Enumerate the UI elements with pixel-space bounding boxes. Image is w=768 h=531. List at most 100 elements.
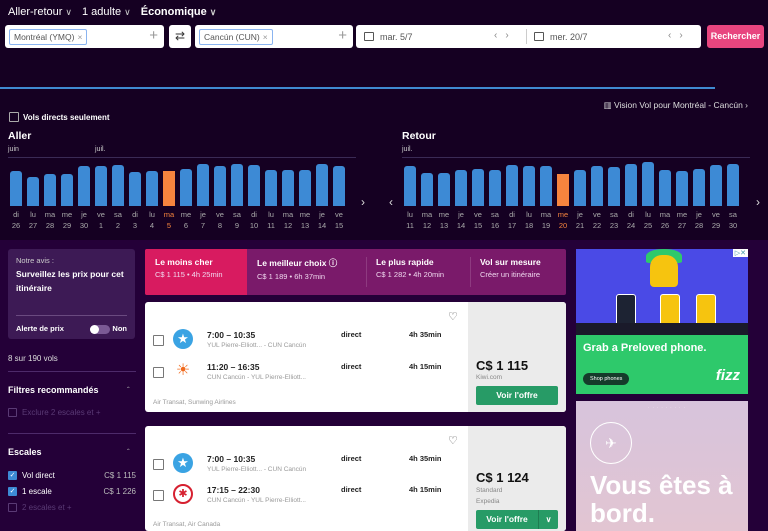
ad-cta-button[interactable]: Shop phones: [583, 373, 630, 385]
day-price-bar[interactable]: je 14: [316, 162, 328, 231]
search-button[interactable]: Rechercher: [707, 25, 764, 48]
return-prev-icon[interactable]: ‹: [389, 195, 393, 209]
tab-cheapest[interactable]: Le moins cher C$ 1 115 • 4h 25min: [145, 249, 247, 295]
calendar-icon: [534, 32, 544, 41]
day-price-bar[interactable]: ma 28: [44, 162, 56, 231]
outbound-title: Aller: [8, 130, 32, 142]
day-price-bar[interactable]: me 13: [299, 162, 311, 231]
checkbox-checked[interactable]: ✓: [8, 471, 17, 480]
tab-fastest[interactable]: Le plus rapide C$ 1 282 • 4h 20min: [366, 249, 470, 295]
day-price-bar[interactable]: lu 11: [265, 162, 277, 231]
checkbox[interactable]: [8, 503, 17, 512]
day-price-bar[interactable]: di 24: [625, 162, 637, 231]
day-price-bar[interactable]: ve 15: [333, 162, 345, 231]
ad-close-icon[interactable]: ▷✕: [732, 249, 748, 257]
cabin-select[interactable]: Économique ∨: [140, 6, 217, 18]
return-date[interactable]: mer. 20/7: [526, 32, 696, 42]
direct-only-checkbox[interactable]: [9, 112, 19, 122]
price-alert-toggle[interactable]: [90, 324, 111, 334]
day-price-bar[interactable]: je 28: [693, 162, 705, 231]
collapse-icon[interactable]: ˆ: [127, 448, 130, 457]
passengers-select[interactable]: 1 adulte ∨: [82, 6, 131, 18]
ad-headline: Vous êtes à bord.: [590, 470, 733, 528]
heart-icon[interactable]: ♡: [448, 435, 458, 447]
tab-best[interactable]: Le meilleur choix ⓘ C$ 1 189 • 6h 37min: [257, 258, 338, 281]
depart-date-stepper[interactable]: ‹›: [494, 30, 517, 41]
day-price-bar[interactable]: lu 11: [404, 162, 416, 231]
day-price-bar[interactable]: me 20: [557, 162, 569, 231]
view-offer-button[interactable]: Voir l'offre ∨: [476, 510, 558, 529]
day-price-bar[interactable]: ma 26: [659, 162, 671, 231]
day-price-bar[interactable]: di 26: [10, 162, 22, 231]
lufthansa-ad[interactable]: · · · · · · · · · ✈ Vous êtes à bord.: [576, 401, 748, 531]
day-price-bar[interactable]: ma 12: [282, 162, 294, 231]
fizz-ad[interactable]: Grab a Preloved phone. Shop phones fizz …: [576, 249, 748, 394]
day-price-bar[interactable]: di 17: [506, 162, 518, 231]
day-price-bar[interactable]: ma 5: [163, 162, 175, 231]
leg-checkbox[interactable]: [153, 459, 164, 470]
day-price-bar[interactable]: sa 9: [231, 162, 243, 231]
day-price-bar[interactable]: sa 30: [727, 162, 739, 231]
day-price-bar[interactable]: lu 4: [146, 162, 158, 231]
day-price-bar[interactable]: ve 1: [95, 162, 107, 231]
day-price-bar[interactable]: di 10: [248, 162, 260, 231]
checkbox-checked[interactable]: ✓: [8, 487, 17, 496]
day-price-bar[interactable]: sa 16: [489, 162, 501, 231]
day-price-bar[interactable]: me 29: [61, 162, 73, 231]
day-price-bar[interactable]: me 6: [180, 162, 192, 231]
day-price-bar[interactable]: ve 29: [710, 162, 722, 231]
day-price-bar[interactable]: ma 19: [540, 162, 552, 231]
day-price-bar[interactable]: sa 2: [112, 162, 124, 231]
outbound-next-icon[interactable]: ›: [361, 195, 365, 209]
flight-leg: ★ 7:00 – 10:35 YUL Pierre-Elliott... - C…: [153, 453, 463, 483]
remove-origin-icon[interactable]: ×: [77, 31, 83, 42]
view-offer-button[interactable]: Voir l'offre: [476, 386, 558, 405]
tab-custom[interactable]: Vol sur mesure Créer un itinéraire: [470, 249, 566, 295]
day-price-bar[interactable]: lu 18: [523, 162, 535, 231]
day-label: lu 25: [643, 210, 653, 230]
depart-date[interactable]: mar. 5/7: [356, 32, 526, 42]
leg-checkbox[interactable]: [153, 335, 164, 346]
day-price-bar[interactable]: me 27: [676, 162, 688, 231]
day-price-bar[interactable]: ve 22: [591, 162, 603, 231]
heart-icon[interactable]: ♡: [448, 311, 458, 323]
chevron-down-icon[interactable]: ∨: [538, 510, 558, 529]
day-price-bar[interactable]: lu 25: [642, 162, 654, 231]
remove-destination-icon[interactable]: ×: [262, 31, 268, 42]
result-card[interactable]: ♡ ★ 7:00 – 10:35 YUL Pierre-Elliott... -…: [145, 426, 566, 531]
day-price-bar[interactable]: ma 12: [421, 162, 433, 231]
day-price-bar[interactable]: ve 8: [214, 162, 226, 231]
leg-checkbox[interactable]: [153, 367, 164, 378]
direct-only-filter[interactable]: Vols directs seulement: [9, 112, 110, 122]
leg-checkbox[interactable]: [153, 490, 164, 501]
origin-field[interactable]: Montréal (YMQ) × +: [5, 25, 164, 48]
day-price-bar[interactable]: lu 27: [27, 162, 39, 231]
price-alert-state: Non: [112, 324, 127, 333]
day-price-bar[interactable]: je 21: [574, 162, 586, 231]
result-card[interactable]: ♡ ★ 7:00 – 10:35 YUL Pierre-Elliott... -…: [145, 302, 566, 412]
day-price-bar[interactable]: sa 23: [608, 162, 620, 231]
filter-1-stop[interactable]: ✓ 1 escale C$ 1 226: [8, 487, 136, 496]
calendar-icon: [364, 32, 374, 41]
add-destination-icon[interactable]: +: [338, 27, 347, 44]
day-label: lu 18: [524, 210, 534, 230]
swap-button[interactable]: ⇄: [169, 25, 191, 48]
day-price-bar[interactable]: ve 15: [472, 162, 484, 231]
return-next-icon[interactable]: ›: [756, 195, 760, 209]
day-price-bar[interactable]: je 7: [197, 162, 209, 231]
filter-exclude-2-stops[interactable]: Exclure 2 escales et +: [8, 408, 136, 417]
filter-direct[interactable]: ✓ Vol direct C$ 1 115: [8, 471, 136, 480]
return-date-stepper[interactable]: ‹›: [668, 30, 691, 41]
day-price-bar[interactable]: je 30: [78, 162, 90, 231]
day-price-bar[interactable]: di 3: [129, 162, 141, 231]
filter-2-plus-stops[interactable]: 2 escales et +: [8, 503, 136, 512]
day-price-bar[interactable]: je 14: [455, 162, 467, 231]
checkbox[interactable]: [8, 408, 17, 417]
trip-type-select[interactable]: Aller-retour ∨: [8, 6, 72, 18]
vision-link[interactable]: ▥ Vision Vol pour Montréal - Cancún ›: [603, 100, 748, 110]
destination-field[interactable]: Cancún (CUN) × +: [195, 25, 353, 48]
day-price-bar[interactable]: me 13: [438, 162, 450, 231]
date-divider: [526, 29, 527, 44]
collapse-icon[interactable]: ˆ: [127, 386, 130, 395]
add-origin-icon[interactable]: +: [149, 27, 158, 44]
